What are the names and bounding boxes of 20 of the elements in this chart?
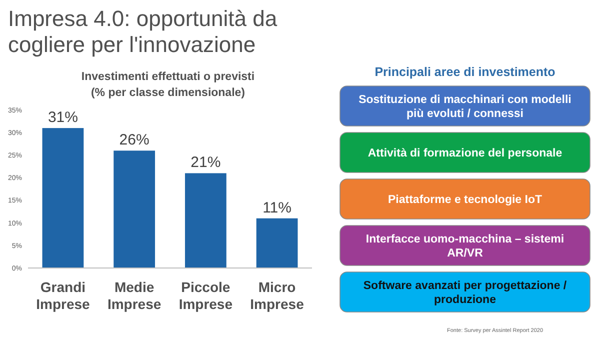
category-label: Software avanzati per progettazione / produzione	[363, 280, 568, 306]
chart-title: Impresa 4.0: opportunità da cogliere per l'innovazione	[8, 6, 278, 57]
bar	[184, 173, 226, 268]
x-tick-label: Micro Imprese	[250, 279, 304, 312]
category-label: Attività di formazione del personale	[368, 148, 562, 160]
text: Principali aree di investimento	[374, 65, 556, 79]
data-label: 21%	[190, 154, 221, 172]
data-label: 11%	[262, 199, 292, 216]
bar	[42, 128, 84, 268]
bar	[114, 150, 156, 268]
bar	[256, 218, 298, 268]
x-tick-label: Medie Imprese	[107, 279, 162, 312]
data-label: 31%	[48, 109, 78, 126]
category-label: Interfacce uomo-macchina – sistemi AR/VR	[366, 234, 564, 260]
x-tick-label: Grandi Imprese	[36, 279, 90, 312]
category-label: Sostituzione di macchinari con modelli più evoluti / connessi	[358, 94, 572, 120]
x-tick-label: Piccole Imprese	[178, 279, 233, 312]
data-label: 26%	[119, 132, 150, 149]
chart-subtitle: Investimenti effettuati o previsti (% per classe dimensionale)	[81, 71, 255, 99]
category-label: Piattaforme e tecnologie IoT	[388, 194, 542, 206]
